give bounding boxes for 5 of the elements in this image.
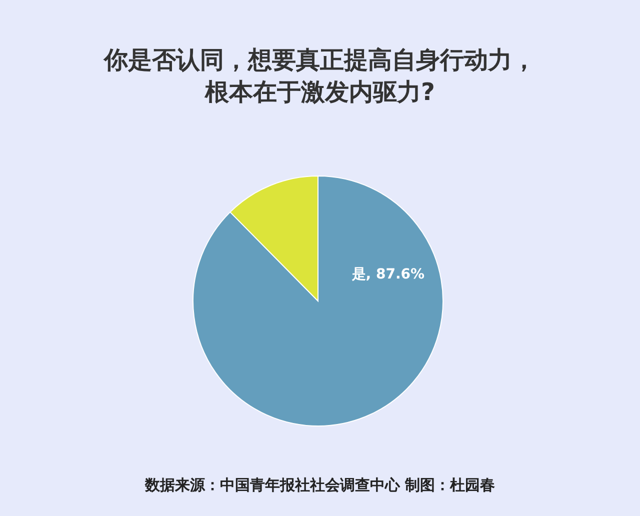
slice-label: 是 bbox=[350, 266, 366, 282]
annotation: 数据来源：中国青年报社社会调查中心 制图：杜园春 bbox=[144, 476, 496, 495]
pie-slice bbox=[192, 176, 444, 426]
data-label: , 87.6% bbox=[366, 266, 425, 282]
title: 你是否认同，想要真正提高自身行动力，根本在于激发内驱力? bbox=[102, 45, 537, 108]
